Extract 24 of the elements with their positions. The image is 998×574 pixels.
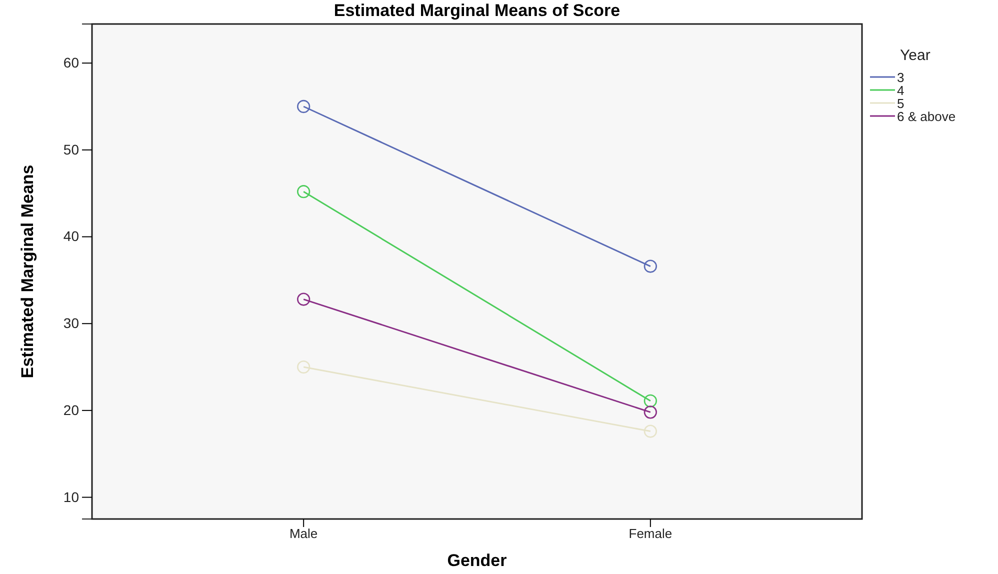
point: [644, 406, 657, 419]
chart-title: Estimated Marginal Means of Score: [334, 1, 620, 20]
legend-label: 5: [897, 96, 904, 111]
x-tick-label: Female: [628, 526, 672, 542]
y-tick-label: 10: [63, 488, 80, 505]
legend-label: 4: [897, 83, 904, 98]
point: [644, 424, 657, 438]
y-tick-label: 20: [63, 402, 80, 418]
point: [644, 394, 657, 408]
point: [297, 360, 310, 374]
y-tick-label: 30: [63, 315, 80, 332]
y-tick-label: 60: [63, 54, 80, 71]
y-axis-title: Estimated Marginal Means: [18, 164, 37, 378]
point: [644, 260, 657, 273]
legend-label: 6 & above: [897, 109, 956, 124]
x-tick-label: Male: [289, 526, 318, 542]
point: [297, 292, 310, 306]
point: [297, 185, 310, 198]
x-axis-title: Gender: [447, 551, 508, 570]
point: [297, 100, 310, 114]
y-tick-label: 40: [63, 228, 80, 244]
legend-title: Year: [900, 47, 930, 64]
legend-label: 3: [897, 70, 904, 85]
y-tick-label: 50: [63, 141, 80, 158]
